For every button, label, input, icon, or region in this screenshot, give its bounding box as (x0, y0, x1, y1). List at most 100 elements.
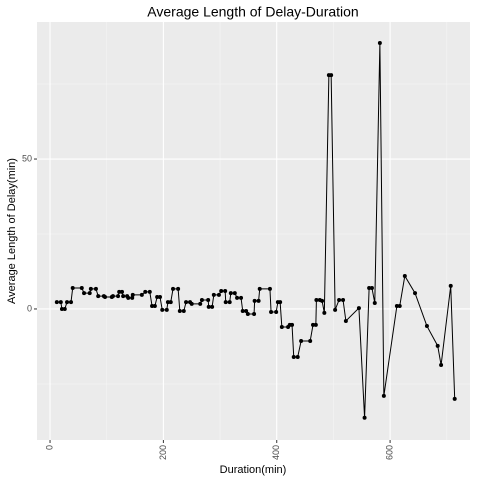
x-tick-label: 0 (44, 445, 54, 450)
point (295, 354, 300, 359)
point (181, 309, 186, 314)
point (232, 291, 237, 296)
point (168, 300, 173, 305)
point (291, 354, 296, 359)
point (219, 288, 224, 293)
x-tick-label: 200 (158, 445, 168, 460)
point (257, 286, 262, 291)
point (290, 322, 295, 327)
point (402, 273, 407, 278)
point (413, 291, 418, 296)
point (139, 292, 144, 297)
point (206, 304, 211, 309)
point (299, 339, 304, 344)
point (126, 295, 131, 300)
point (62, 306, 67, 311)
point (216, 292, 221, 297)
point (117, 289, 122, 294)
point (362, 415, 367, 420)
point (223, 288, 228, 293)
point (199, 297, 204, 302)
point (279, 324, 284, 329)
point (130, 292, 135, 297)
point (223, 300, 228, 305)
point (210, 304, 215, 309)
point (152, 303, 157, 308)
point (356, 306, 361, 311)
point (177, 309, 182, 314)
point (439, 363, 444, 368)
point (435, 343, 440, 348)
point (252, 298, 257, 303)
point (239, 295, 244, 300)
y-axis-title: Average Length of Delay(min) (6, 158, 18, 304)
point (103, 294, 108, 299)
point (211, 292, 216, 297)
chart-title: Average Length of Delay-Duration (147, 4, 358, 20)
point (206, 297, 211, 302)
point (121, 294, 126, 299)
point (88, 286, 93, 291)
point (120, 289, 125, 294)
point (424, 324, 429, 329)
point (79, 285, 84, 290)
point (320, 298, 325, 303)
point (59, 306, 64, 311)
point (93, 286, 98, 291)
point (189, 301, 194, 306)
point (367, 285, 372, 290)
point (322, 310, 327, 315)
point (147, 289, 152, 294)
point (116, 294, 121, 299)
point (235, 295, 240, 300)
point (227, 300, 232, 305)
point (377, 40, 382, 45)
point (155, 294, 160, 299)
point (69, 300, 74, 305)
point (252, 312, 257, 317)
point (110, 294, 115, 299)
point (274, 309, 279, 314)
point (343, 318, 348, 323)
point (82, 291, 87, 296)
point (314, 297, 319, 302)
x-axis-title: Duration(min) (220, 464, 287, 476)
x-tick-label: 600 (384, 445, 394, 460)
point (329, 73, 334, 78)
point (157, 294, 162, 299)
point (87, 291, 92, 296)
point (311, 322, 316, 327)
point (397, 303, 402, 308)
point (394, 303, 399, 308)
point (58, 300, 63, 305)
point (269, 309, 274, 314)
point (130, 295, 135, 300)
point (160, 307, 165, 312)
point (143, 289, 148, 294)
point (341, 297, 346, 302)
point (164, 307, 169, 312)
point (228, 291, 233, 296)
point (165, 300, 170, 305)
point (369, 285, 374, 290)
y-tick-label: 50 (22, 153, 32, 163)
point (448, 283, 453, 288)
point (54, 300, 59, 305)
point (245, 312, 250, 317)
point (381, 393, 386, 398)
point (308, 339, 313, 344)
point (65, 300, 70, 305)
point (240, 309, 245, 314)
x-tick-label: 400 (271, 445, 281, 460)
point (150, 303, 155, 308)
point (372, 300, 377, 305)
y-tick-label: 0 (27, 303, 32, 313)
point (278, 300, 283, 305)
point (96, 294, 101, 299)
point (198, 301, 203, 306)
point (337, 297, 342, 302)
point (256, 298, 261, 303)
point (313, 322, 318, 327)
point (70, 285, 75, 290)
